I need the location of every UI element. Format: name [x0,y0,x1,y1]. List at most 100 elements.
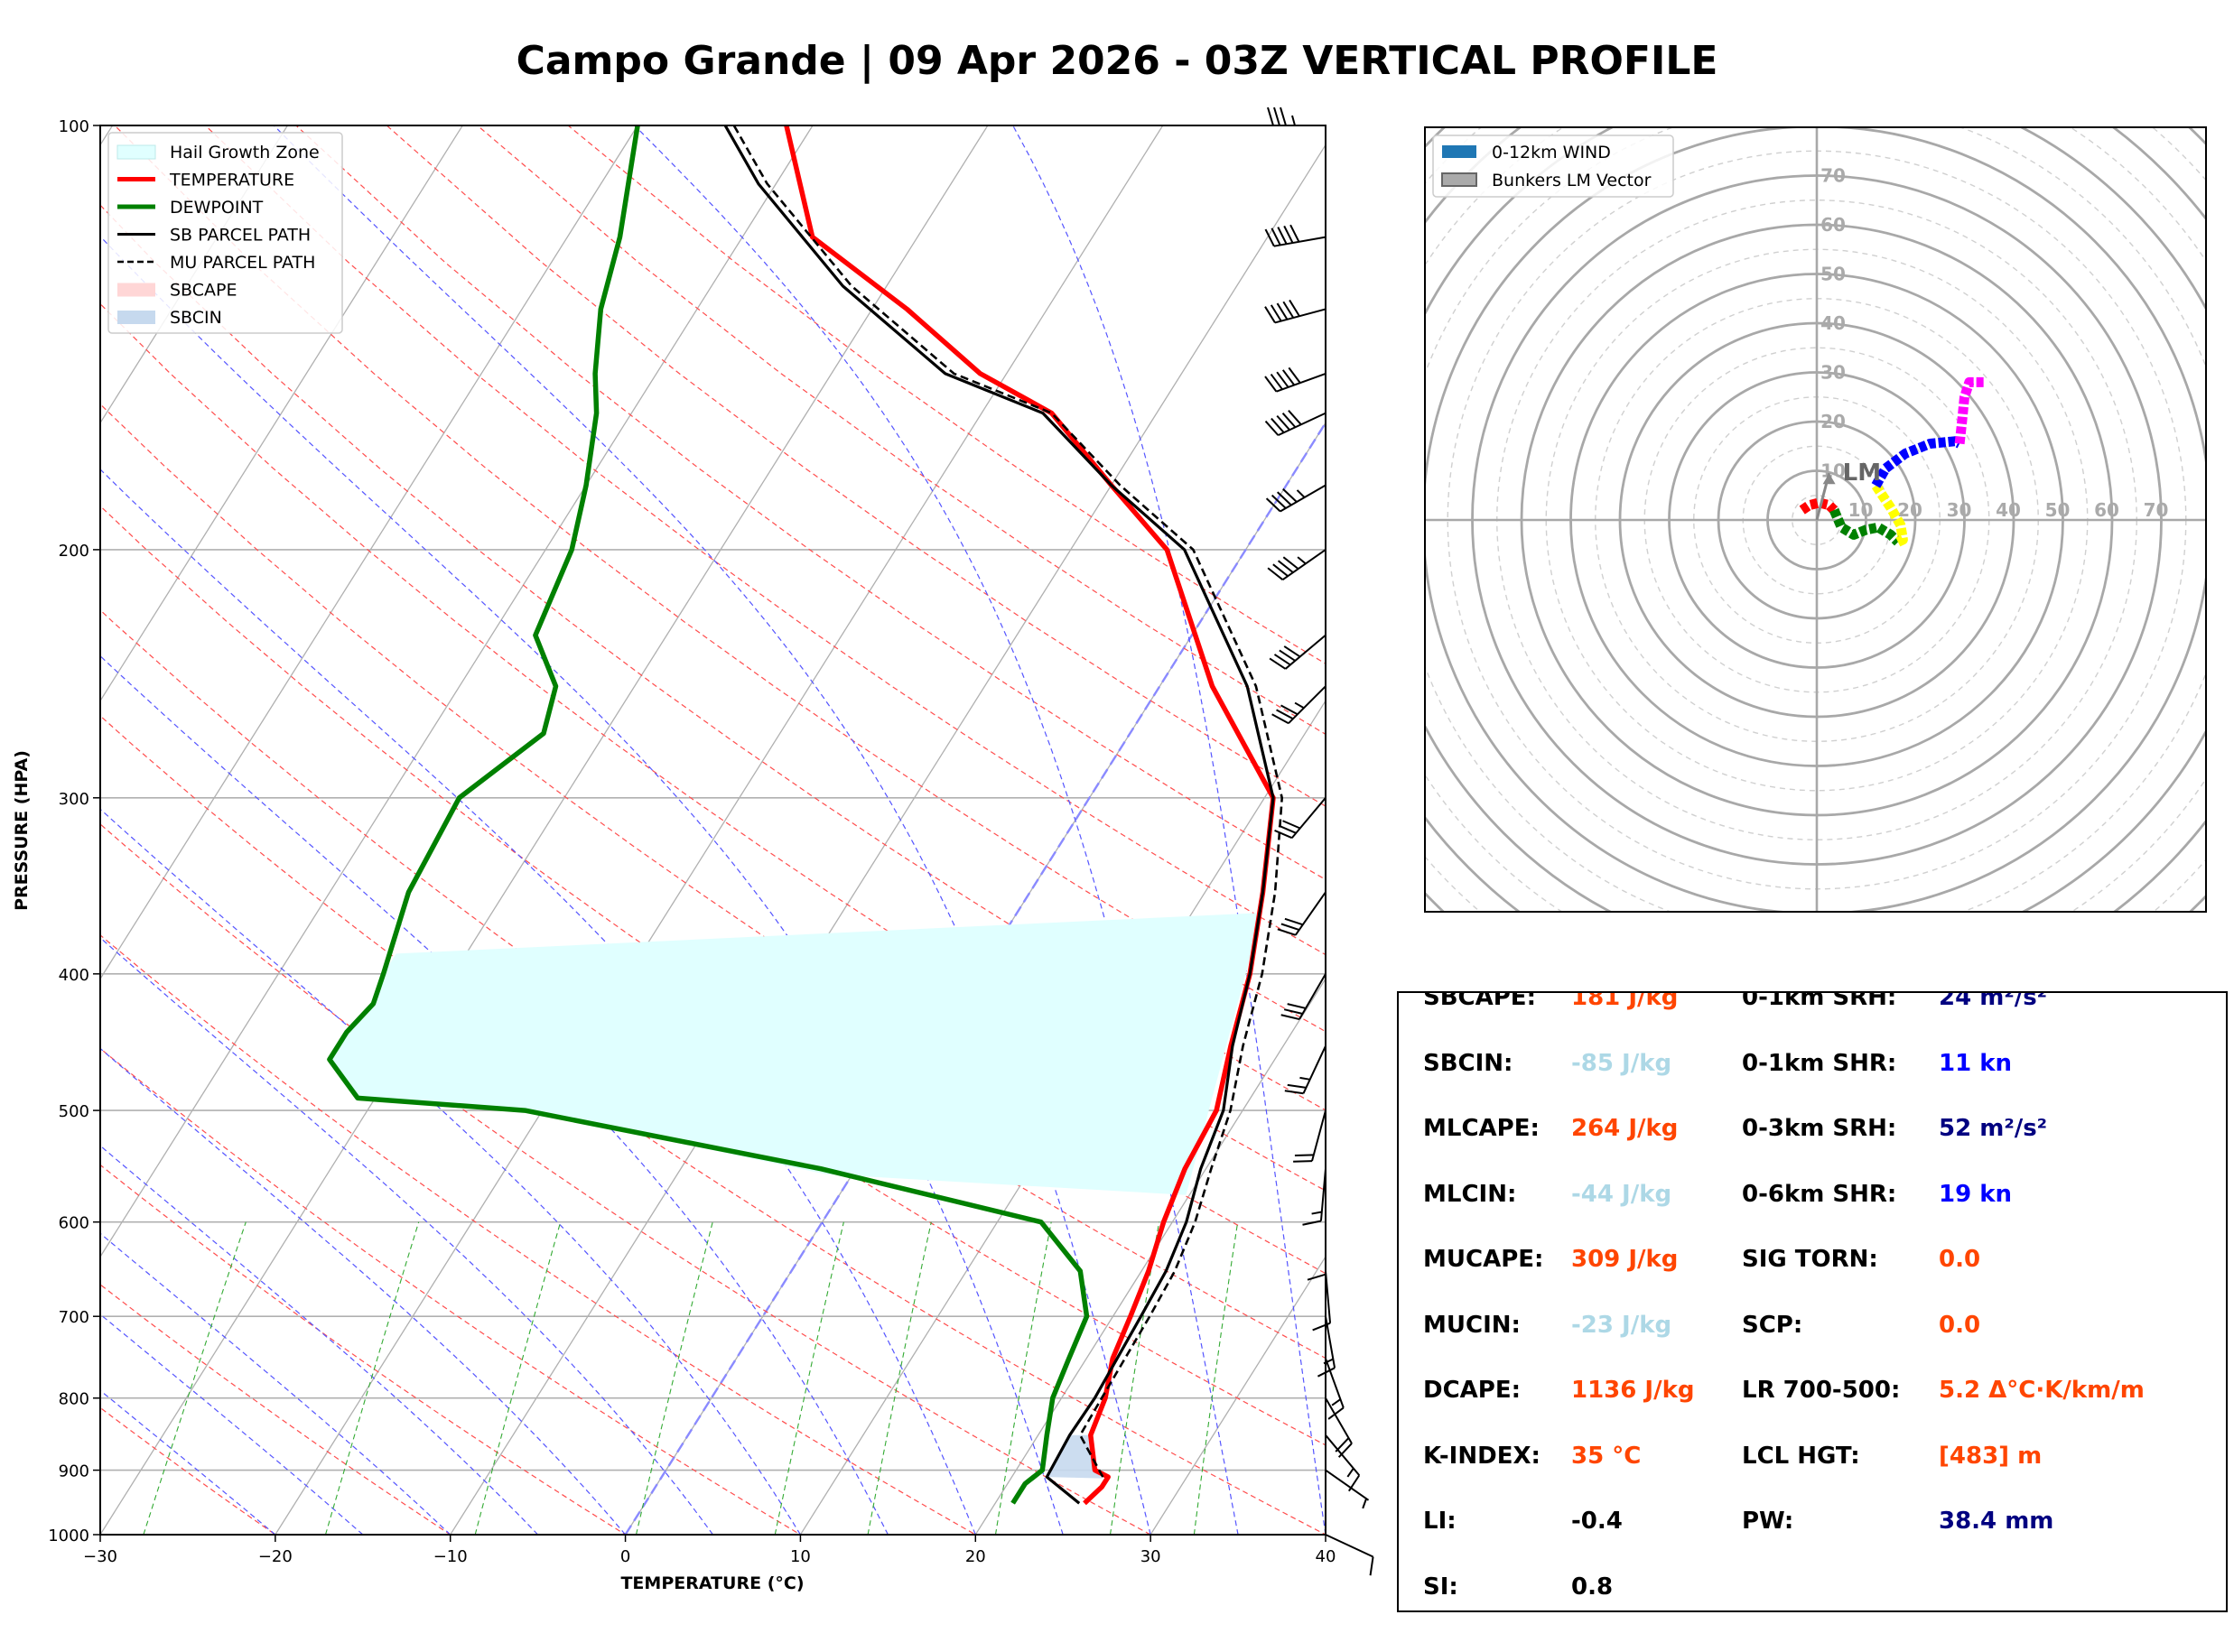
profile-lines [327,125,1283,1506]
temperature-line [784,125,1276,1506]
param-value: 11 kn [1939,1049,2013,1077]
legend-label: SBCAPE [170,281,237,301]
param-label: LI: [1423,1508,1457,1535]
dry-adiabat [477,125,1326,736]
y-tick-label: 300 [59,790,89,809]
legend-entry: SBCAPE [117,281,237,301]
isotherm [100,125,288,424]
dry-adiabat [100,823,1152,1535]
mixing-ratio-line [1193,1221,1239,1535]
wind-barb [1280,973,1326,1021]
dry-adiabat [100,609,1326,1446]
isotherm [974,978,1326,1535]
y-tick-label: 700 [59,1308,89,1327]
param-label: SCP: [1742,1311,1803,1339]
legend-entry: Hail Growth Zone [116,143,320,162]
isotherm [100,125,463,702]
param-value: 52 m²/s² [1939,1115,2048,1142]
hodograph-x-tick: 40 [1996,499,2021,521]
param-value: -85 J/kg [1571,1049,1672,1077]
moist-adiabat [100,1389,276,1535]
wind-barb [1264,299,1326,324]
dry-adiabat [386,125,1326,807]
hodograph-segment [1954,376,1985,445]
x-tick-label: 0 [620,1547,630,1566]
skewt-legend: Hail Growth Zone TEMPERATURE DEWPOINT SB PA… [107,132,343,334]
hodograph-ring [1425,127,2206,912]
hodograph-x-tick: 60 [2094,499,2119,521]
mixing-ratio-line [994,1221,1052,1535]
y-tick-label: 1000 [48,1527,89,1545]
wind-barb [1325,1358,1345,1420]
sbcin-area [1047,1434,1103,1479]
wind-barb [1325,1469,1370,1509]
y-axis-label: PRESSURE (HPA) [12,750,32,911]
param-label: DCAPE: [1423,1377,1521,1404]
freezing-isotherm [624,421,1326,1535]
wind-barb [1274,797,1326,840]
mu-parcel-line [732,125,1283,1478]
legend-label: SBCIN [170,308,222,328]
isotherm [275,125,1164,1535]
plot-frame [99,125,1326,1536]
moist-adiabat [100,469,976,1535]
hodograph-y-tick: 20 [1820,411,1846,432]
wind-barb [1271,685,1326,725]
legend-label: TEMPERATURE [169,171,294,190]
bunkers-lm-label: LM [1843,459,1881,487]
dry-adiabat [114,125,1326,1033]
legend-label: 0-12km WIND [1492,143,1611,162]
y-tick-label: 800 [59,1390,89,1409]
param-label: SIG TORN: [1742,1246,1878,1273]
legend-entry: TEMPERATURE [117,171,294,190]
mixing-ratio-line [143,1221,247,1535]
hodograph-x-tick: 50 [2045,499,2071,521]
legend-label: Bunkers LM Vector [1492,171,1652,190]
dry-adiabat [100,204,1326,1111]
wind-barb [1265,484,1326,513]
param-label: SBCIN: [1423,1049,1513,1077]
param-value: -44 J/kg [1571,1180,1672,1208]
y-tick-label: 200 [59,542,89,561]
dry-adiabat [100,505,1326,1360]
chart-title: Campo Grande | 09 Apr 2026 - 03Z VERTICA… [516,38,1718,84]
wind-barb [1312,1270,1332,1332]
param-label: LCL HGT: [1742,1442,1860,1470]
hodograph-x-tick: 70 [2144,499,2169,521]
isotherm [1150,1255,1326,1535]
mixing-ratio-line [774,1221,844,1535]
param-label: 0-1km SHR: [1742,1049,1897,1077]
wind-barb [1264,367,1326,393]
x-tick-label: 30 [1140,1547,1161,1566]
param-label: 0-1km SRH: [1742,991,1897,1011]
param-label: MUCAPE: [1423,1246,1544,1273]
wind-barb [1277,891,1326,936]
param-value: 0.8 [1571,1573,1614,1601]
wind-barb [1302,1168,1326,1226]
isotherm [450,144,1326,1535]
hodograph-y-tick: 10 [1820,460,1846,482]
mixing-ratio-line [474,1221,562,1535]
param-label: 0-3km SRH: [1742,1115,1897,1142]
bunkers-lm-arrowhead [1822,473,1836,485]
wind-barb [1325,1534,1374,1576]
hodograph-y-tick: 40 [1820,312,1846,334]
param-value: 38.4 mm [1939,1508,2054,1535]
y-tick-label: 400 [59,966,89,985]
param-label: MLCIN: [1423,1180,1517,1208]
hodograph-segment [1871,482,1908,547]
wind-barbs [1264,107,1374,1576]
wind-barb [1269,634,1326,670]
param-label: PW: [1742,1508,1794,1535]
dewpoint-line [327,125,1090,1505]
hodograph-legend: 0-12km WIND Bunkers LM Vector [1432,135,1674,198]
wind-barb [1264,224,1326,247]
mixing-ratio-line [867,1221,932,1535]
isotherm [100,125,814,1258]
x-tick-label: 20 [965,1547,986,1566]
x-tick-label: 10 [790,1547,811,1566]
dry-adiabat [100,1047,802,1535]
x-axis-label: TEMPERATURE (°C) [620,1573,804,1593]
x-tick-label: −20 [258,1547,293,1566]
